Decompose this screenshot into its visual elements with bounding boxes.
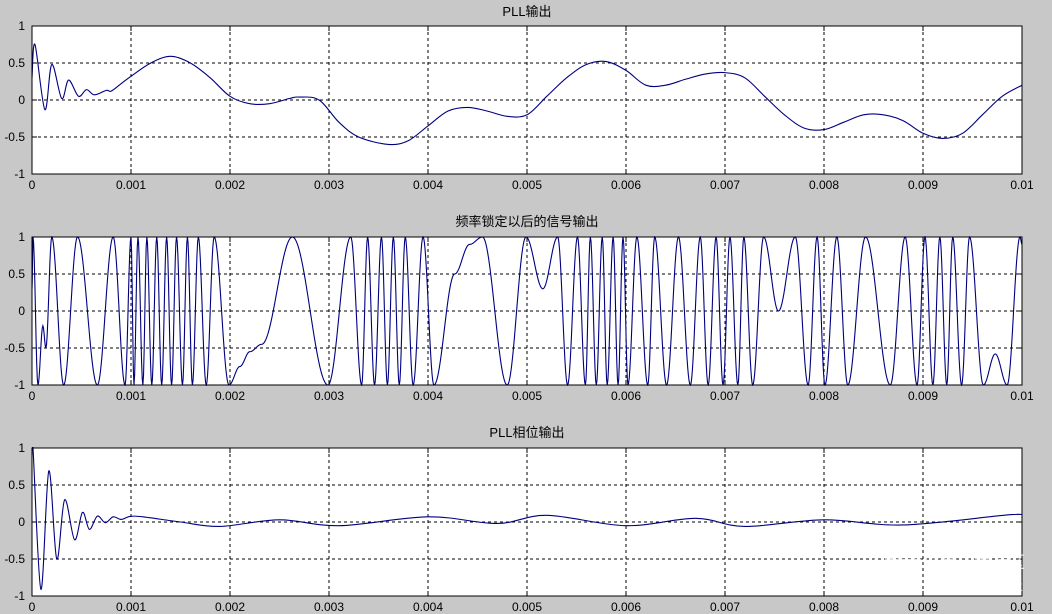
y-tick-label: 0.5 (8, 478, 25, 492)
x-tick-label: 0.008 (809, 600, 839, 614)
y-tick-label: -0.5 (4, 130, 25, 144)
x-tick-label: 0.003 (314, 389, 344, 403)
x-tick-label: 0.001 (116, 178, 146, 192)
y-tick-label: 0.5 (8, 267, 25, 281)
x-tick-label: 0.005 (512, 389, 542, 403)
subplot-title: PLL输出 (502, 4, 551, 19)
x-tick-label: 0.005 (512, 600, 542, 614)
x-tick-label: 0.002 (215, 600, 245, 614)
x-tick-label: 0.004 (413, 178, 443, 192)
y-tick-label: 0 (18, 515, 25, 529)
subplot-locked-signal-output: 频率锁定以后的信号输出 0 0.001 0.002 0.003 0.004 0.005 0.… (4, 214, 1034, 403)
axes-frame (31, 25, 1023, 175)
watermark: CSDN @我爱C编程 (872, 575, 1023, 595)
x-tick-label: 0.002 (215, 389, 245, 403)
y-tick-label: 0 (18, 93, 25, 107)
x-tick-label: 0.007 (710, 389, 740, 403)
x-tick-label: 0.006 (611, 389, 641, 403)
x-tick-label: 0.007 (710, 178, 740, 192)
x-tick-label: 0.008 (809, 178, 839, 192)
x-tick-label: 0.01 (1010, 178, 1034, 192)
x-tick-label: 0.01 (1010, 389, 1034, 403)
x-tick-label: 0.001 (116, 389, 146, 403)
y-tick-label: -0.5 (4, 341, 25, 355)
x-tick-label: 0.009 (908, 389, 938, 403)
x-tick-label: 0 (29, 389, 36, 403)
subplot-pll-output: PLL输出 0 0.001 0.002 0.003 0.004 0.005 0.006 0.0… (4, 4, 1034, 192)
x-tick-label: 0.01 (1010, 600, 1034, 614)
x-tick-label: 0.007 (710, 600, 740, 614)
x-tick-label: 0.008 (809, 389, 839, 403)
x-tick-label: 0 (29, 600, 36, 614)
x-tick-label: 0.005 (512, 178, 542, 192)
y-tick-label: -1 (14, 378, 25, 392)
y-tick-label: -1 (14, 167, 25, 181)
y-tick-label: 1 (18, 230, 25, 244)
x-tick-label: 0.006 (611, 600, 641, 614)
x-tick-label: 0.006 (611, 178, 641, 192)
subplot-title: 频率锁定以后的信号输出 (455, 214, 598, 229)
y-tick-label: 1 (18, 441, 25, 455)
x-tick-label: 0.009 (908, 178, 938, 192)
x-tick-label: 0 (29, 178, 36, 192)
y-tick-label: 1 (18, 19, 25, 33)
series-line (32, 43, 1022, 146)
y-tick-label: 0 (18, 304, 25, 318)
x-tick-label: 0.002 (215, 178, 245, 192)
x-tick-label: 0.003 (314, 178, 344, 192)
axes-frame (31, 236, 1023, 386)
subplot-title: PLL相位输出 (489, 425, 564, 440)
subplot-pll-phase-output: PLL相位输出 0 0.001 0.002 0.003 0.004 0.005 0.006 0… (4, 425, 1034, 614)
series-line (32, 447, 1022, 590)
x-tick-label: 0.004 (413, 389, 443, 403)
x-tick-label: 0.001 (116, 600, 146, 614)
x-tick-label: 0.003 (314, 600, 344, 614)
watermark: @稀土掘金技术社区 (872, 553, 1025, 573)
y-tick-label: -0.5 (4, 552, 25, 566)
x-tick-label: 0.004 (413, 600, 443, 614)
y-tick-label: 0.5 (8, 56, 25, 70)
axes-frame (31, 447, 1023, 597)
x-tick-label: 0.009 (908, 600, 938, 614)
y-tick-label: -1 (14, 589, 25, 603)
